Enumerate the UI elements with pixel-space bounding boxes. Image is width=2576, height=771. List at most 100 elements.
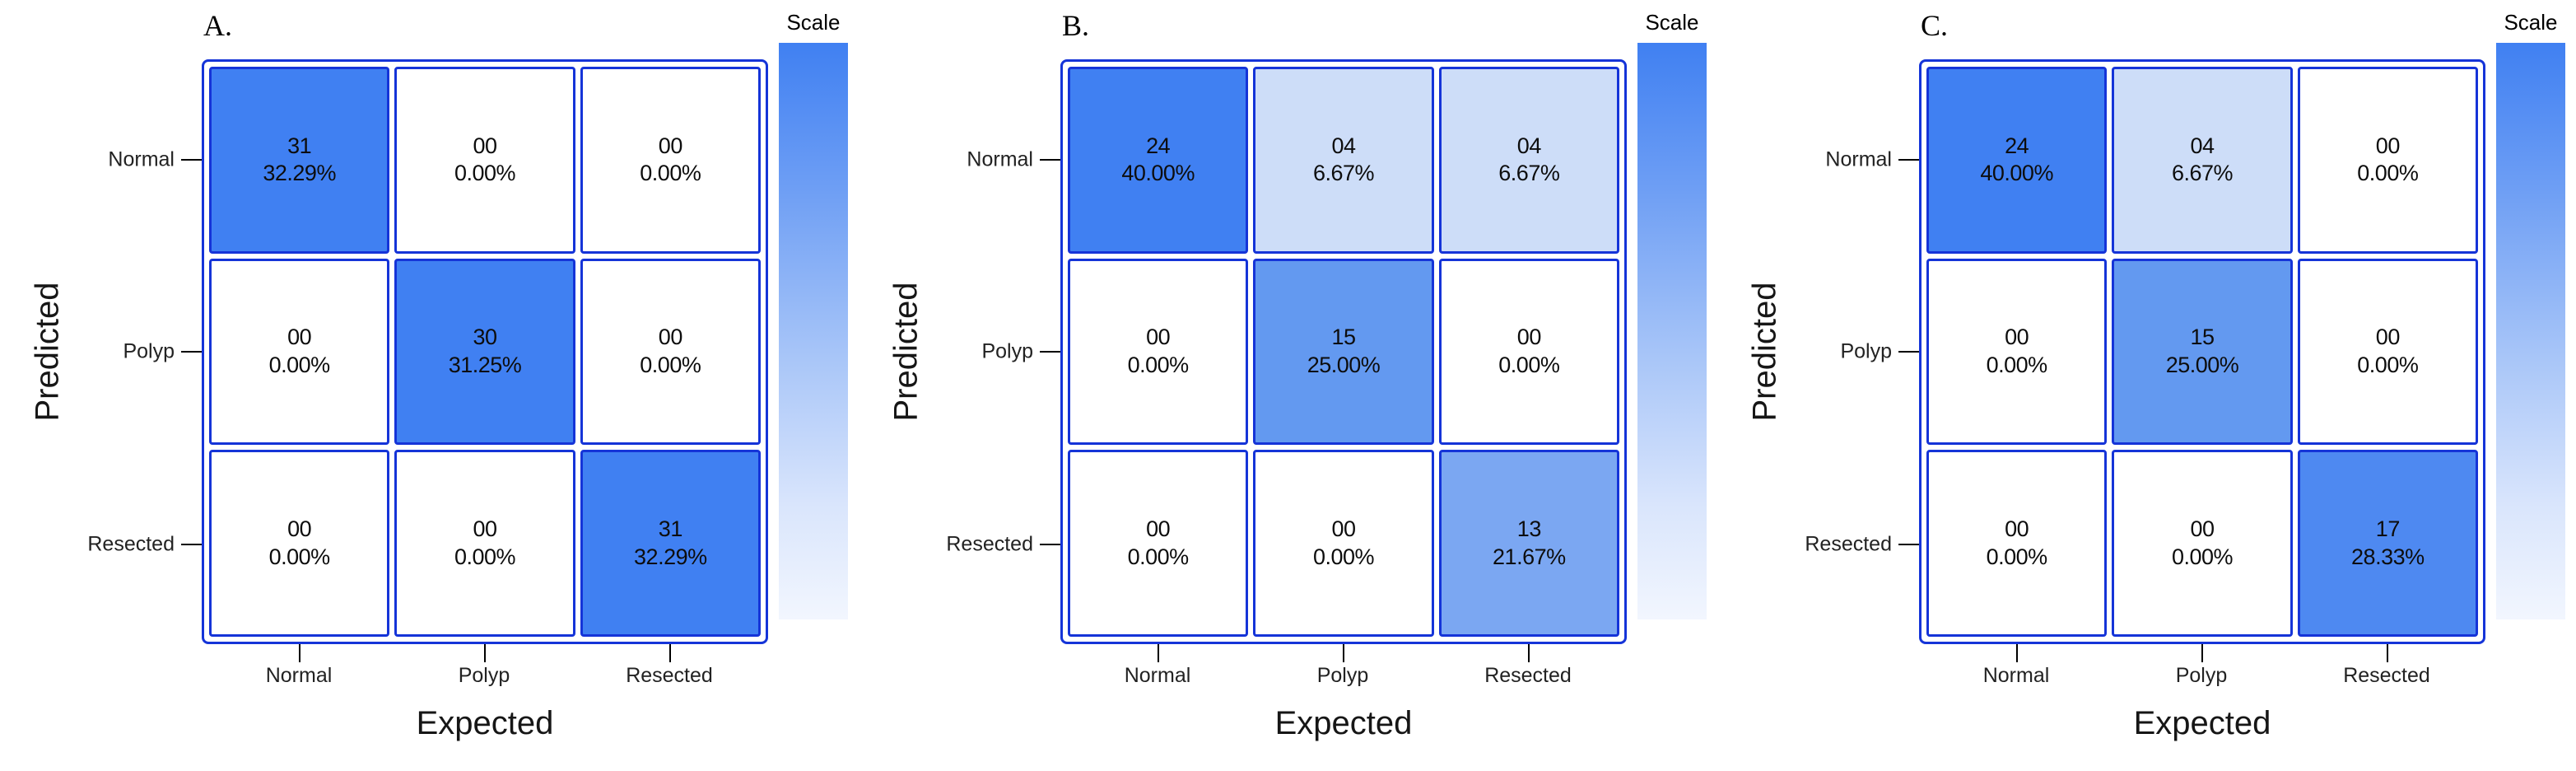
- panel-a-ytick-polyp: Polyp: [123, 339, 175, 363]
- panel-a-ytick-mark: [181, 159, 202, 161]
- cell-count: 24: [1146, 133, 1171, 158]
- matrix-cell: 00 0.00%: [1068, 258, 1249, 446]
- matrix-cell: 00 0.00%: [2112, 450, 2293, 637]
- panel-c-title: C.: [1921, 9, 1949, 42]
- matrix-cell: 00 0.00%: [580, 258, 761, 446]
- matrix-cell: 15 25.00%: [1253, 258, 1434, 446]
- cell-percent: 0.00%: [1986, 352, 2048, 377]
- panel-a-ytick-mark: [181, 351, 202, 353]
- cell-percent: 0.00%: [454, 544, 516, 569]
- panel-b-xtick-resected: Resected: [1484, 664, 1572, 687]
- matrix-cell: 00 0.00%: [209, 258, 390, 446]
- panel-b-xtick-polyp: Polyp: [1316, 664, 1369, 687]
- panel-b-matrix: 24 40.00% 04 6.67% 04 6.67% 00 0.00% 15 …: [1060, 59, 1627, 644]
- panel-c-xtick-mark: [2201, 644, 2203, 662]
- matrix-cell: 04 6.67%: [2112, 67, 2293, 254]
- cell-count: 31: [287, 133, 312, 158]
- panel-a-xtick-polyp: Polyp: [458, 664, 510, 687]
- cell-count: 15: [2190, 325, 2215, 350]
- cell-percent: 0.00%: [268, 352, 331, 377]
- cell-count: 00: [658, 133, 683, 158]
- panel-b-xtick-mark: [1158, 644, 1159, 662]
- matrix-cell: 00 0.00%: [1926, 258, 2108, 446]
- matrix-cell: 00 0.00%: [2297, 258, 2478, 446]
- cell-percent: 0.00%: [1498, 352, 1560, 377]
- cell-percent: 0.00%: [640, 161, 701, 186]
- panel-a-title: A.: [203, 9, 232, 42]
- panel-b-xtick-mark: [1343, 644, 1344, 662]
- cell-count: 00: [2375, 133, 2401, 158]
- matrix-cell: 04 6.67%: [1253, 67, 1434, 254]
- panel-a-xtick-normal: Normal: [265, 664, 333, 687]
- panel-b-xlabel: Expected: [1274, 705, 1413, 741]
- panel-a-xtick-mark: [669, 644, 671, 662]
- panel-a: A. Predicted Normal Polyp Resected 31 32…: [0, 0, 859, 771]
- panel-c-xtick-mark: [2016, 644, 2018, 662]
- cell-count: 00: [1146, 516, 1171, 541]
- panel-c-scale-colorbar: [2496, 43, 2565, 619]
- cell-count: 00: [658, 325, 683, 350]
- panel-c-xtick-resected: Resected: [2343, 664, 2430, 687]
- panel-a-xtick-resected: Resected: [626, 664, 713, 687]
- matrix-cell: 00 0.00%: [1253, 450, 1434, 637]
- cell-count: 00: [2005, 516, 2029, 541]
- cell-percent: 31.25%: [448, 352, 522, 377]
- matrix-cell: 13 21.67%: [1438, 450, 1619, 637]
- panel-c-ytick-resected: Resected: [1805, 532, 1892, 556]
- panel-c-ytick-polyp: Polyp: [1840, 339, 1892, 363]
- cell-percent: 0.00%: [1127, 352, 1190, 377]
- panel-a-xlabel: Expected: [416, 705, 554, 741]
- cell-count: 00: [1516, 325, 1542, 350]
- panel-b-ytick-mark: [1040, 351, 1060, 353]
- cell-count: 04: [1516, 133, 1542, 158]
- panel-a-scale-colorbar: [779, 43, 848, 619]
- cell-percent: 32.29%: [263, 161, 336, 186]
- cell-count: 04: [2190, 133, 2215, 158]
- matrix-cell: 31 32.29%: [209, 67, 390, 254]
- panel-c-ytick-mark: [1898, 351, 1919, 353]
- matrix-cell: 30 31.25%: [394, 258, 575, 446]
- panel-c-ytick-normal: Normal: [1825, 147, 1892, 171]
- panel-c-xlabel: Expected: [2133, 705, 2271, 741]
- cell-percent: 21.67%: [1493, 544, 1566, 569]
- panel-a-scale-label: Scale: [786, 10, 841, 35]
- cell-percent: 0.00%: [2171, 544, 2234, 569]
- panel-c-xtick-polyp: Polyp: [2175, 664, 2228, 687]
- matrix-cell: 00 0.00%: [209, 450, 390, 637]
- matrix-cell: 31 32.29%: [580, 450, 761, 637]
- cell-percent: 0.00%: [2357, 352, 2419, 377]
- matrix-cell: 24 40.00%: [1068, 67, 1249, 254]
- panel-c-ytick-mark: [1898, 159, 1919, 161]
- panel-c: C. Predicted Normal Polyp Resected 24 40…: [1717, 0, 2576, 771]
- cell-percent: 28.33%: [2351, 544, 2425, 569]
- cell-count: 00: [1146, 325, 1171, 350]
- panel-c-xtick-normal: Normal: [1982, 664, 2050, 687]
- cell-count: 31: [658, 516, 683, 541]
- cell-percent: 0.00%: [454, 161, 516, 186]
- matrix-cell: 00 0.00%: [1438, 258, 1619, 446]
- panel-a-ytick-normal: Normal: [108, 147, 175, 171]
- panel-b-ytick-normal: Normal: [967, 147, 1033, 171]
- cell-percent: 6.67%: [1498, 161, 1560, 186]
- panel-a-matrix: 31 32.29% 00 0.00% 00 0.00% 00 0.00% 30 …: [202, 59, 768, 644]
- panel-b-ytick-mark: [1040, 544, 1060, 545]
- panel-b-ytick-mark: [1040, 159, 1060, 161]
- cell-count: 04: [1331, 133, 1356, 158]
- panel-a-xtick-mark: [484, 644, 486, 662]
- matrix-cell: 15 25.00%: [2112, 258, 2293, 446]
- cell-percent: 0.00%: [1986, 544, 2048, 569]
- cell-percent: 40.00%: [1121, 161, 1195, 186]
- panel-a-xtick-mark: [299, 644, 300, 662]
- cell-percent: 0.00%: [268, 544, 331, 569]
- cell-count: 30: [473, 325, 497, 350]
- panel-c-scale-label: Scale: [2504, 10, 2558, 35]
- cell-percent: 25.00%: [2165, 352, 2239, 377]
- matrix-cell: 00 0.00%: [1926, 450, 2108, 637]
- cell-count: 15: [1331, 325, 1356, 350]
- panel-b-ytick-polyp: Polyp: [981, 339, 1033, 363]
- cell-percent: 0.00%: [2357, 161, 2419, 186]
- cell-percent: 6.67%: [2171, 161, 2234, 186]
- panel-c-matrix: 24 40.00% 04 6.67% 00 0.00% 00 0.00% 15 …: [1919, 59, 2485, 644]
- cell-percent: 0.00%: [640, 352, 701, 377]
